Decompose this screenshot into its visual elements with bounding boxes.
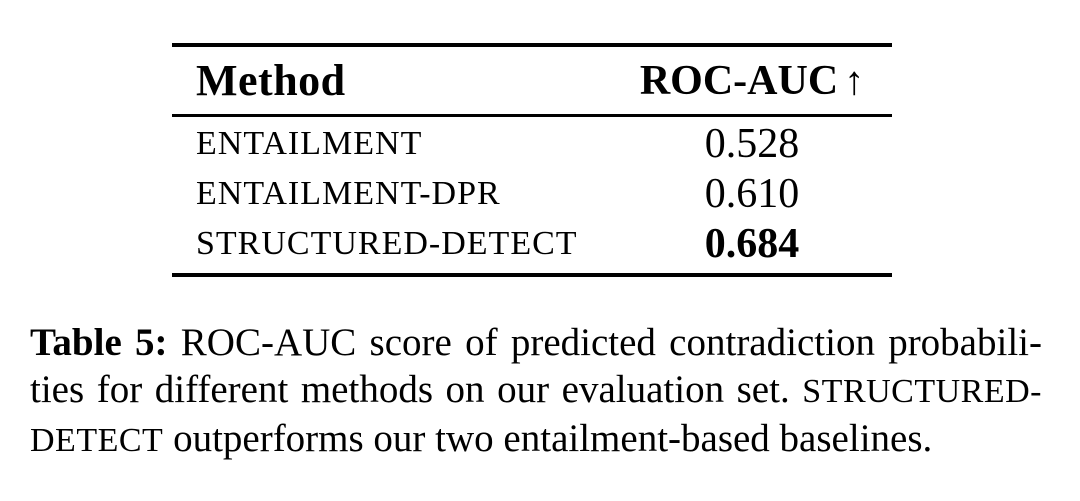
table-row: STRUCTURED-DETECT 0.684	[172, 219, 892, 269]
table-header-row: Method ROC-AUC ↑	[172, 47, 892, 114]
table-body: ENTAILMENT 0.528 ENTAILMENT-DPR 0.610 ST…	[172, 117, 892, 273]
roc-auc-header-label: ROC-AUC	[639, 57, 839, 104]
roc-auc-value: 0.528	[704, 121, 800, 167]
table-top-rule	[172, 43, 892, 47]
up-arrow-icon: ↑	[844, 57, 865, 103]
caption-line3-text: outperforms our two entailment-based bas…	[163, 417, 933, 460]
table-row: ENTAILMENT-DPR 0.610	[172, 169, 892, 219]
roc-auc-value: 0.610	[704, 171, 800, 217]
caption-line2-text: ties for different methods on our evalua…	[30, 368, 803, 411]
method-cell: ENTAILMENT	[196, 125, 423, 162]
caption-table-label: Table 5:	[30, 321, 168, 364]
table-bottom-rule	[172, 273, 892, 277]
caption-structured-smallcaps: STRUCTURED-	[802, 373, 1042, 410]
roc-auc-column-header: ROC-AUC ↑	[612, 57, 892, 105]
method-cell: STRUCTURED-DETECT	[196, 225, 578, 262]
caption-line-2: ties for different methods on our evalua…	[30, 366, 1042, 415]
table-row: ENTAILMENT 0.528	[172, 119, 892, 169]
roc-auc-value-best: 0.684	[704, 221, 800, 267]
table-mid-rule	[172, 114, 892, 117]
caption-line-3: DETECT outperforms our two entailment-ba…	[30, 415, 1042, 464]
caption-detect-smallcaps: DETECT	[30, 422, 164, 459]
roc-auc-results-table: Method ROC-AUC ↑ ENTAILMENT 0.528 ENTAILM…	[172, 43, 892, 277]
method-column-header: Method	[196, 56, 346, 105]
caption-line1-text: ROC-AUC score of predicted contradiction…	[167, 321, 1042, 364]
caption-line-1: Table 5: ROC-AUC score of predicted cont…	[30, 319, 1042, 366]
table-caption: Table 5: ROC-AUC score of predicted cont…	[30, 319, 1042, 464]
method-cell: ENTAILMENT-DPR	[196, 175, 501, 212]
